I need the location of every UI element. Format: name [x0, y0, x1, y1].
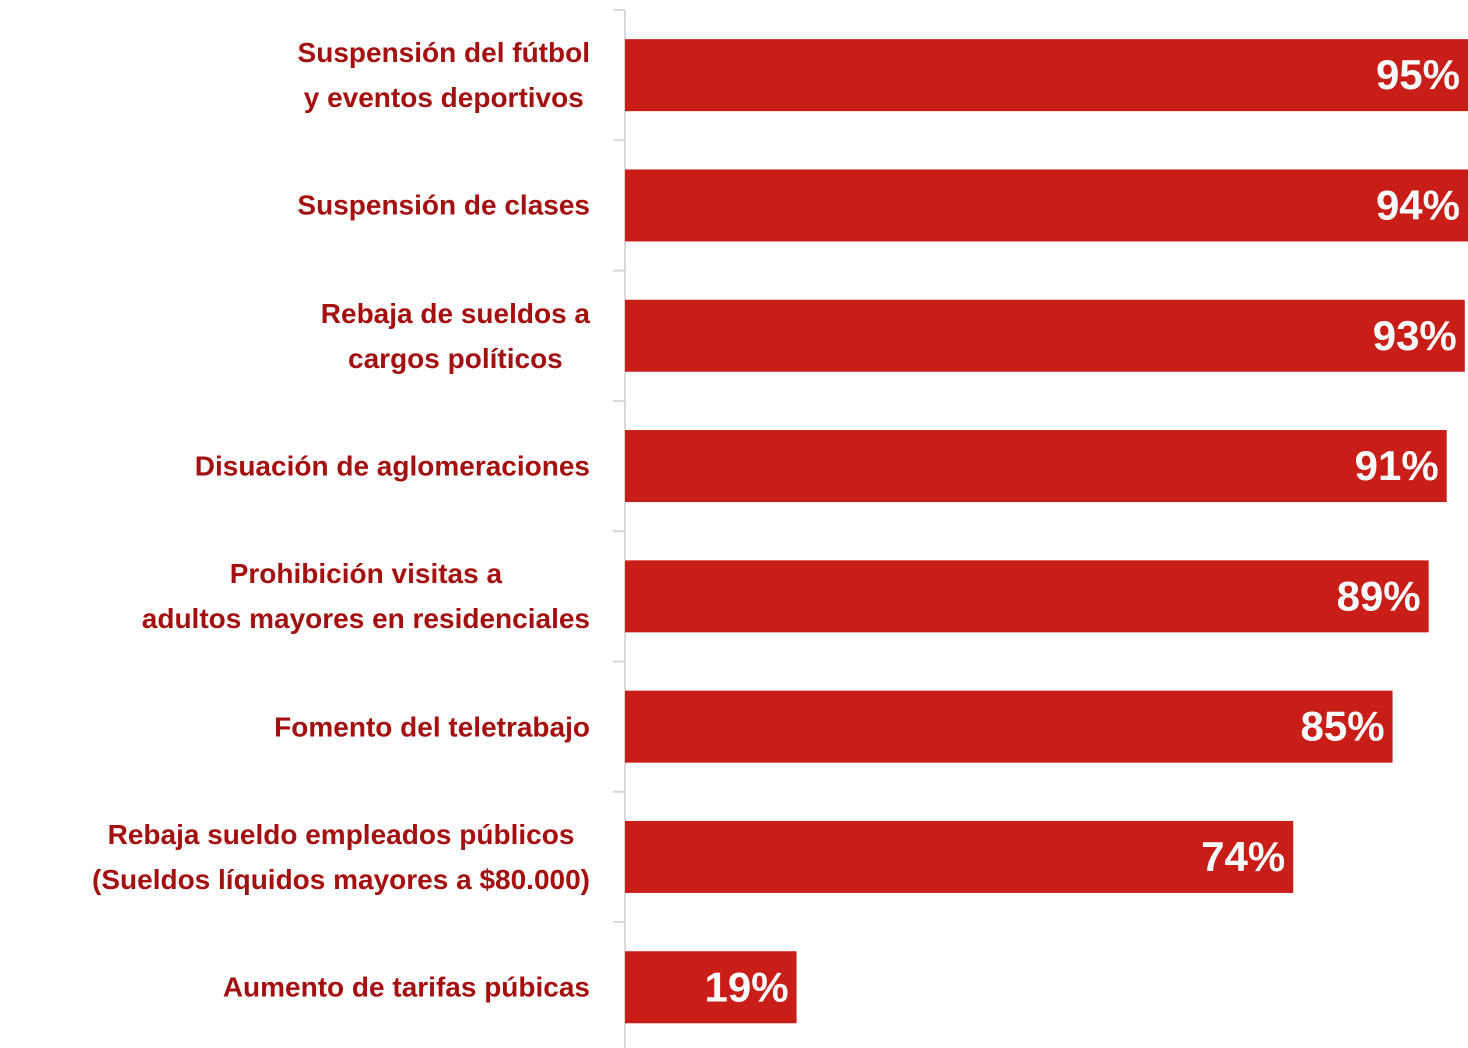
bar — [625, 951, 797, 1024]
category-label: Aumento de tarifas púbicas — [222, 971, 590, 1003]
value-label: 85% — [1300, 703, 1384, 750]
category-label: Suspensión de clases — [297, 189, 590, 221]
bar — [625, 430, 1447, 503]
value-label: 74% — [1201, 833, 1285, 880]
category-label: Rebaja de sueldos a cargos políticos — [320, 297, 590, 374]
bar — [625, 39, 1468, 112]
value-label: 19% — [705, 963, 789, 1010]
bar — [625, 820, 1294, 893]
category-label: Disuación de aglomeraciones — [194, 450, 590, 482]
category-label: Prohibición visitas a adultos mayores en… — [141, 558, 590, 635]
category-label: Suspensión del fútbol y eventos deportiv… — [297, 37, 590, 114]
value-label: 95% — [1376, 51, 1460, 98]
value-label: 89% — [1337, 572, 1421, 619]
value-label: 93% — [1373, 312, 1457, 359]
bar — [625, 560, 1429, 633]
bar — [625, 690, 1393, 763]
bar — [625, 169, 1468, 242]
bar — [625, 299, 1465, 372]
value-label: 94% — [1376, 182, 1460, 229]
category-label: Fomento del teletrabajo — [274, 711, 590, 743]
category-label: Rebaja sueldo empleados públicos (Sueldo… — [92, 818, 590, 895]
value-label: 91% — [1355, 442, 1439, 489]
